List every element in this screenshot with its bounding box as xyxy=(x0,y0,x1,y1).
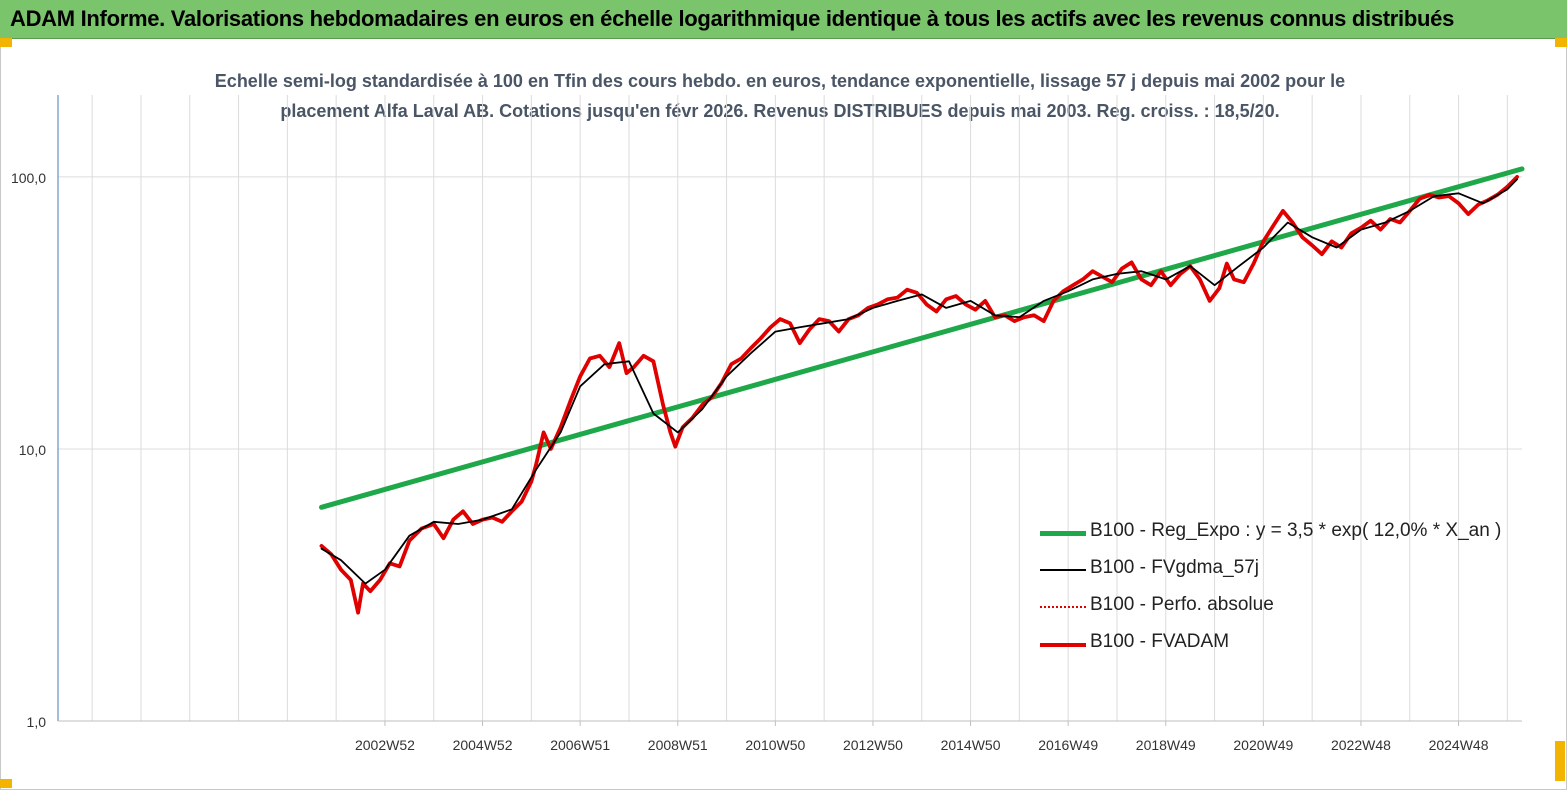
series-line-0 xyxy=(319,166,1525,510)
x-tick-label: 2004W52 xyxy=(453,737,513,753)
series-line-3 xyxy=(319,175,1519,615)
y-tick-label: 1,0 xyxy=(27,714,47,730)
legend-swatch-fvgdma xyxy=(1040,569,1086,571)
corner-marker-top-right xyxy=(1555,38,1567,47)
x-tick-label: 2012W50 xyxy=(843,737,903,753)
corner-marker-bottom-right xyxy=(1555,741,1565,781)
page-title: ADAM Informe. Valorisations hebdomadaire… xyxy=(10,6,1455,31)
x-tick-label: 2008W51 xyxy=(648,737,708,753)
x-tick-label: 2022W48 xyxy=(1331,737,1391,753)
x-tick-label: 2010W50 xyxy=(745,737,805,753)
legend-swatch-reg-expo xyxy=(1040,531,1086,536)
corner-marker-bottom-left xyxy=(0,779,12,788)
x-tick-label: 2020W49 xyxy=(1233,737,1293,753)
x-tick-label: 2002W52 xyxy=(355,737,415,753)
grid-layer xyxy=(58,95,1522,722)
x-tick-label: 2024W48 xyxy=(1429,737,1489,753)
x-tick-label: 2018W49 xyxy=(1136,737,1196,753)
header-banner: ADAM Informe. Valorisations hebdomadaire… xyxy=(0,0,1567,39)
legend-label-fvadam: B100 - FVADAM xyxy=(1090,631,1230,652)
x-tick-label: 2006W51 xyxy=(550,737,610,753)
legend-swatch-perfo xyxy=(1040,606,1086,608)
chart-subtitle-line-2: placement Alfa Laval AB. Cotations jusqu… xyxy=(280,101,1280,121)
x-tick-label: 2016W49 xyxy=(1038,737,1098,753)
legend-label-perfo: B100 - Perfo. absolue xyxy=(1090,594,1274,615)
chart-subtitle-line-1: Echelle semi-log standardisée à 100 en T… xyxy=(214,71,1346,91)
y-tick-label: 10,0 xyxy=(19,442,46,458)
series-line-1 xyxy=(320,178,1518,585)
corner-marker-top-left xyxy=(0,38,12,47)
y-tick-label: 100,0 xyxy=(11,170,46,186)
axis-layer: 1,0 10,0 100,0 2002W52 2004W52 2006W51 2008W51… xyxy=(11,95,1522,753)
legend-label-reg-expo: B100 - Reg_Expo : y = 3,5 * exp( 12,0% *… xyxy=(1090,520,1502,541)
legend-swatch-fvadam xyxy=(1040,643,1086,647)
series-layer xyxy=(319,166,1525,615)
legend-label-fvgdma: B100 - FVgdma_57j xyxy=(1090,557,1259,578)
chart-subtitle: Echelle semi-log standardisée à 100 en T… xyxy=(180,66,1380,126)
x-tick-label: 2014W50 xyxy=(941,737,1001,753)
